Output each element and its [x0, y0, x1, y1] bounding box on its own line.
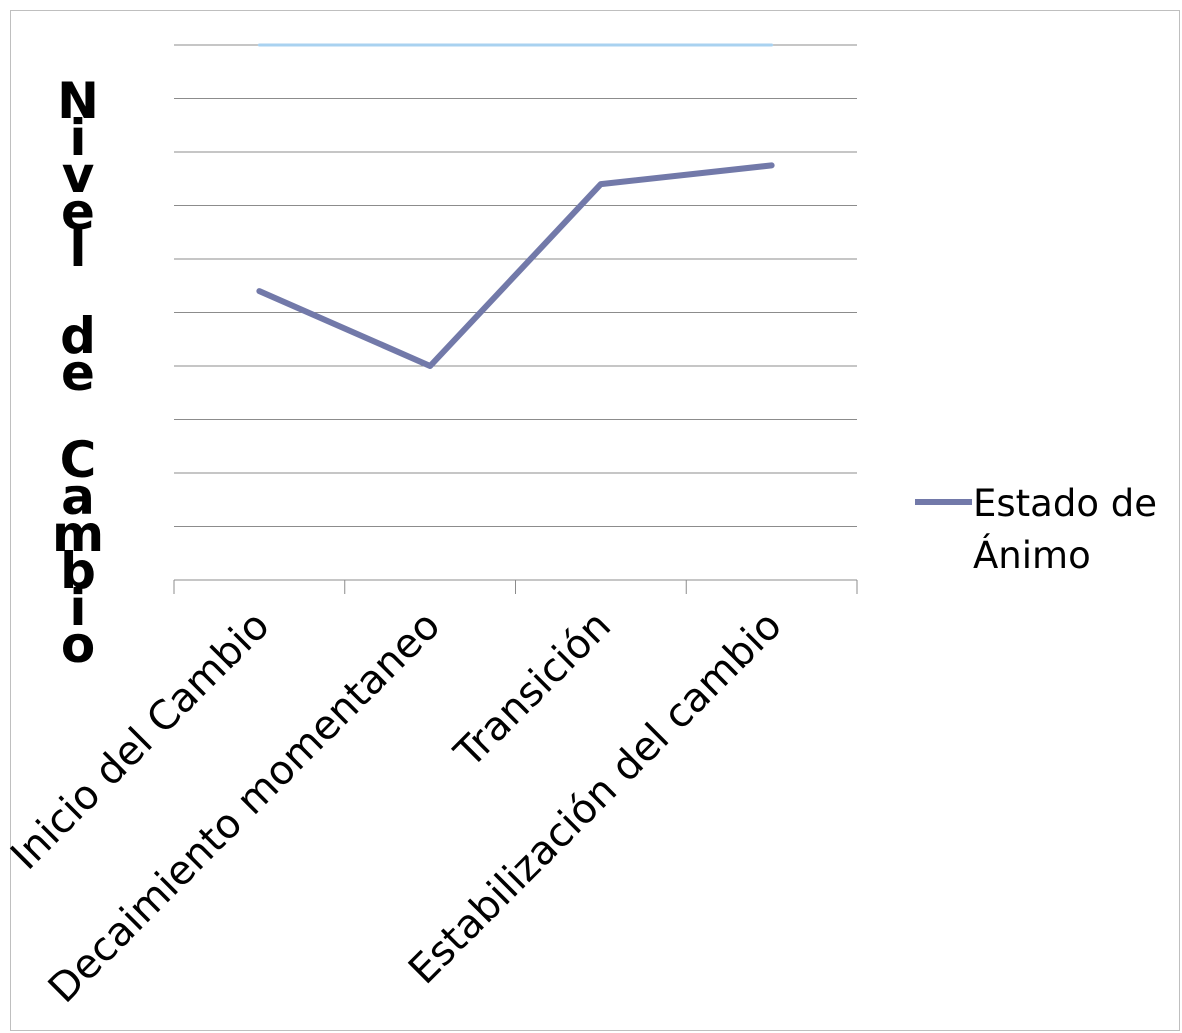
y-label-letter: C [60, 431, 97, 489]
y-label-letter: v [62, 146, 95, 204]
y-label-letter: o [61, 616, 95, 674]
gridlines [174, 44, 857, 527]
x-tick-label: Estabilización del cambio [400, 603, 791, 994]
series-line-estado-de-animo [256, 162, 775, 369]
series-lines [256, 43, 775, 369]
y-label-letter: b [60, 542, 96, 600]
x-axis [173, 579, 858, 594]
y-label-letter: i [69, 109, 86, 167]
chart-frame [10, 10, 1180, 1031]
legend-label: Estado de [973, 482, 1157, 525]
y-label-letter: e [61, 183, 95, 241]
y-label-letter: a [61, 468, 95, 526]
legend-label: Ánimo [973, 533, 1091, 577]
y-label-letter: i [69, 579, 86, 637]
y-label-letter: m [52, 505, 104, 563]
y-label-letter: N [57, 72, 99, 130]
y-label-letter: d [60, 307, 96, 365]
y-label-letter: l [69, 220, 86, 278]
y-label-letter: e [61, 344, 95, 402]
legend: Estado de Ánimo [915, 482, 1157, 577]
x-tick-label: Transición [445, 603, 619, 777]
